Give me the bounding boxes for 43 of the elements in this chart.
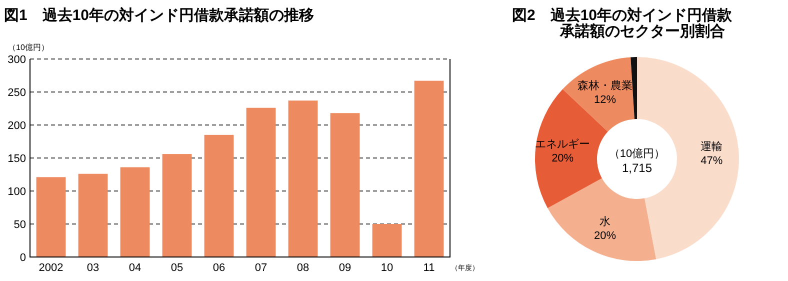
y-tick-label: 0 (20, 252, 26, 264)
x-tick-label: 08 (296, 262, 310, 274)
bar (204, 134, 234, 257)
chart-title: 図1 過去10年の対インド円借款承諾額の推移 (4, 6, 314, 24)
slice-label: 水 (600, 214, 611, 228)
bar (372, 224, 402, 257)
bar (246, 108, 276, 257)
slice-label: 運輸 (700, 140, 723, 153)
x-tick-label: 05 (170, 262, 184, 274)
bar (78, 174, 108, 257)
data-label: 20% (552, 152, 574, 165)
x-tick-label: 04 (128, 262, 142, 274)
text: （10億円） (608, 147, 666, 160)
y-axis-title: （10億円） (8, 43, 49, 52)
bar (330, 113, 360, 257)
y-tick-label: 100 (8, 186, 26, 198)
bar (162, 154, 192, 257)
donut-slice (562, 57, 634, 132)
data-label: 47% (700, 154, 723, 167)
bar (414, 80, 444, 257)
chart-title: 図2 過去10年の対インド円借款承諾額のセクター別割合 (512, 6, 734, 40)
x-tick-label: 09 (338, 262, 352, 274)
bar (120, 167, 150, 257)
donut-slice (548, 178, 656, 261)
x-tick-label: 10 (380, 262, 394, 274)
x-tick-label: 2002 (38, 262, 64, 274)
slice-label: 森林・農業 (578, 79, 633, 92)
data-label: 12% (594, 94, 616, 106)
y-tick-label: 150 (8, 153, 26, 165)
donut-slice (630, 57, 637, 120)
y-tick-label: 300 (8, 54, 26, 66)
x-tick-label: 07 (254, 262, 268, 274)
bar (36, 177, 66, 257)
y-tick-label: 200 (8, 120, 26, 132)
bar (288, 100, 318, 257)
y-tick-label: 250 (8, 87, 26, 99)
slice-label: エネルギー (535, 138, 590, 151)
text: 1,715 (622, 161, 652, 175)
x-tick-label: 03 (86, 262, 100, 274)
y-tick-label: 50 (14, 219, 26, 231)
data-label: 20% (594, 230, 616, 242)
x-tick-label: 11 (423, 262, 435, 274)
x-tick-label: 06 (212, 262, 226, 274)
